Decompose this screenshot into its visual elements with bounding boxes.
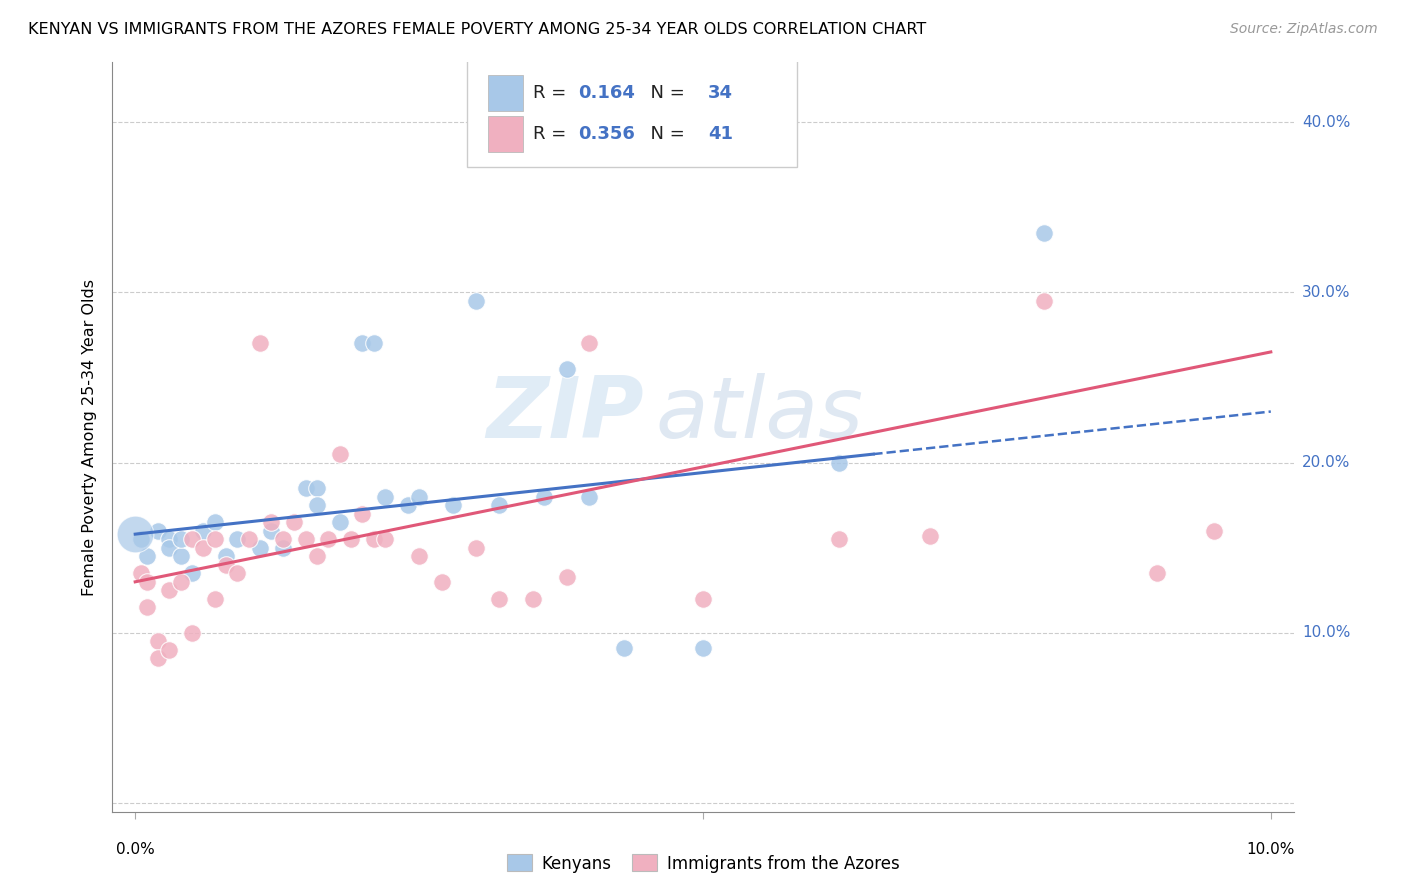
Y-axis label: Female Poverty Among 25-34 Year Olds: Female Poverty Among 25-34 Year Olds (82, 278, 97, 596)
Point (408, 549, 430, 564)
Point (193, 524, 215, 538)
Point (283, 515, 305, 529)
Point (249, 541, 271, 555)
Point (129, 566, 152, 581)
FancyBboxPatch shape (488, 75, 523, 112)
Point (329, 447, 352, 461)
Point (204, 533, 226, 547)
Point (181, 566, 204, 581)
Point (828, 456, 851, 470)
Point (329, 515, 352, 529)
Point (352, 507, 374, 521)
Point (215, 558, 238, 572)
Point (488, 498, 510, 512)
Point (169, 549, 191, 564)
Point (555, 570, 578, 584)
Text: R =: R = (533, 84, 572, 103)
Point (408, 490, 430, 504)
Point (374, 490, 396, 504)
Text: N =: N = (640, 84, 690, 103)
Point (1032, 293, 1054, 308)
Point (305, 498, 328, 512)
FancyBboxPatch shape (488, 116, 523, 153)
Point (920, 529, 942, 543)
Text: N =: N = (640, 126, 690, 144)
Point (363, 533, 385, 547)
Point (146, 524, 169, 538)
Text: 41: 41 (707, 126, 733, 144)
Point (124, 527, 146, 541)
Point (204, 515, 226, 529)
Point (1146, 566, 1168, 581)
Text: Source: ZipAtlas.com: Source: ZipAtlas.com (1230, 22, 1378, 37)
Text: 0.164: 0.164 (578, 84, 634, 103)
Point (226, 566, 249, 581)
Point (340, 533, 363, 547)
Point (181, 533, 204, 547)
Point (305, 549, 328, 564)
Point (430, 574, 453, 589)
Point (146, 651, 169, 665)
Point (555, 362, 578, 376)
Point (157, 583, 180, 598)
Point (193, 541, 215, 555)
Point (294, 533, 316, 547)
Point (692, 641, 714, 656)
Point (204, 591, 226, 606)
Point (305, 481, 328, 495)
Point (226, 533, 249, 547)
Text: KENYAN VS IMMIGRANTS FROM THE AZORES FEMALE POVERTY AMONG 25-34 YEAR OLDS CORREL: KENYAN VS IMMIGRANTS FROM THE AZORES FEM… (28, 22, 927, 37)
Point (129, 533, 152, 547)
Point (260, 524, 283, 538)
Legend: Kenyans, Immigrants from the Azores: Kenyans, Immigrants from the Azores (501, 847, 905, 880)
Point (157, 533, 180, 547)
Point (374, 533, 396, 547)
Text: atlas: atlas (655, 373, 863, 456)
Text: 10.0%: 10.0% (1302, 625, 1350, 640)
Point (169, 574, 191, 589)
Text: 20.0%: 20.0% (1302, 455, 1350, 470)
Point (578, 490, 600, 504)
Point (294, 481, 316, 495)
FancyBboxPatch shape (467, 55, 797, 168)
Point (260, 515, 283, 529)
Text: 30.0%: 30.0% (1302, 285, 1350, 300)
Point (1202, 524, 1225, 538)
Point (533, 490, 555, 504)
Text: 34: 34 (707, 84, 733, 103)
Point (135, 549, 157, 564)
Point (238, 533, 260, 547)
Point (135, 574, 157, 589)
Text: 0.0%: 0.0% (115, 842, 155, 857)
Point (396, 498, 419, 512)
Point (522, 591, 544, 606)
Point (464, 293, 486, 308)
Point (215, 549, 238, 564)
Point (464, 541, 486, 555)
Point (316, 533, 339, 547)
Point (692, 591, 714, 606)
Point (363, 336, 385, 351)
Text: 40.0%: 40.0% (1302, 114, 1350, 129)
Point (146, 634, 169, 648)
Point (441, 498, 464, 512)
Text: 0.356: 0.356 (578, 126, 634, 144)
Point (578, 336, 600, 351)
Point (135, 600, 157, 615)
Point (249, 336, 271, 351)
Point (352, 336, 374, 351)
Text: ZIP: ZIP (486, 373, 644, 456)
Text: 10.0%: 10.0% (1247, 842, 1295, 857)
Point (828, 533, 851, 547)
Point (612, 641, 634, 656)
Point (1032, 226, 1054, 240)
Point (157, 643, 180, 657)
Point (271, 541, 294, 555)
Point (157, 541, 180, 555)
Point (271, 533, 294, 547)
Text: R =: R = (533, 126, 572, 144)
Point (169, 533, 191, 547)
Point (488, 591, 510, 606)
Point (181, 626, 204, 640)
